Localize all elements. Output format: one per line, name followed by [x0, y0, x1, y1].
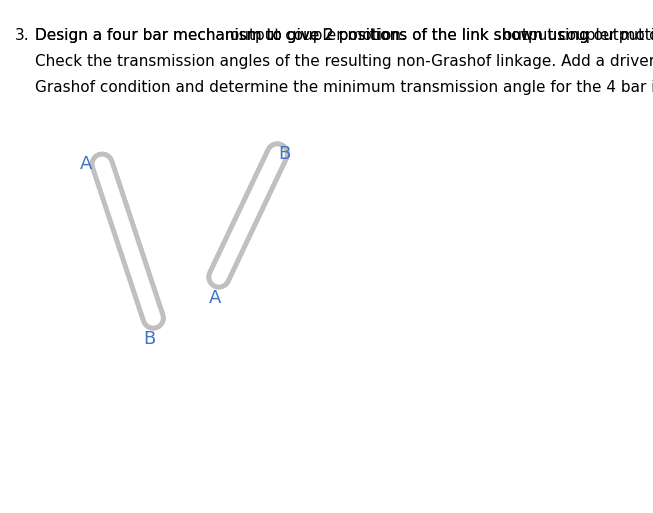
- Text: Check the transmission angles of the resulting non-Grashof linkage. Add a driver: Check the transmission angles of the res…: [35, 54, 653, 69]
- Text: B: B: [144, 329, 155, 348]
- Text: Design a four bar mechanism to give 2 positions of the link shown using: Design a four bar mechanism to give 2 po…: [35, 28, 594, 43]
- Text: output coupler motion.: output coupler motion.: [230, 28, 406, 43]
- Text: A: A: [209, 288, 221, 307]
- Text: output coupler motion.: output coupler motion.: [35, 28, 653, 43]
- Text: Design a four bar mechanism to give 2 positions of the link shown using output c: Design a four bar mechanism to give 2 po…: [35, 28, 653, 43]
- Text: A: A: [80, 155, 92, 173]
- Text: B: B: [278, 145, 291, 163]
- Text: 3.: 3.: [14, 28, 29, 43]
- Text: Grashof condition and determine the minimum transmission angle for the 4 bar inp: Grashof condition and determine the mini…: [35, 80, 653, 94]
